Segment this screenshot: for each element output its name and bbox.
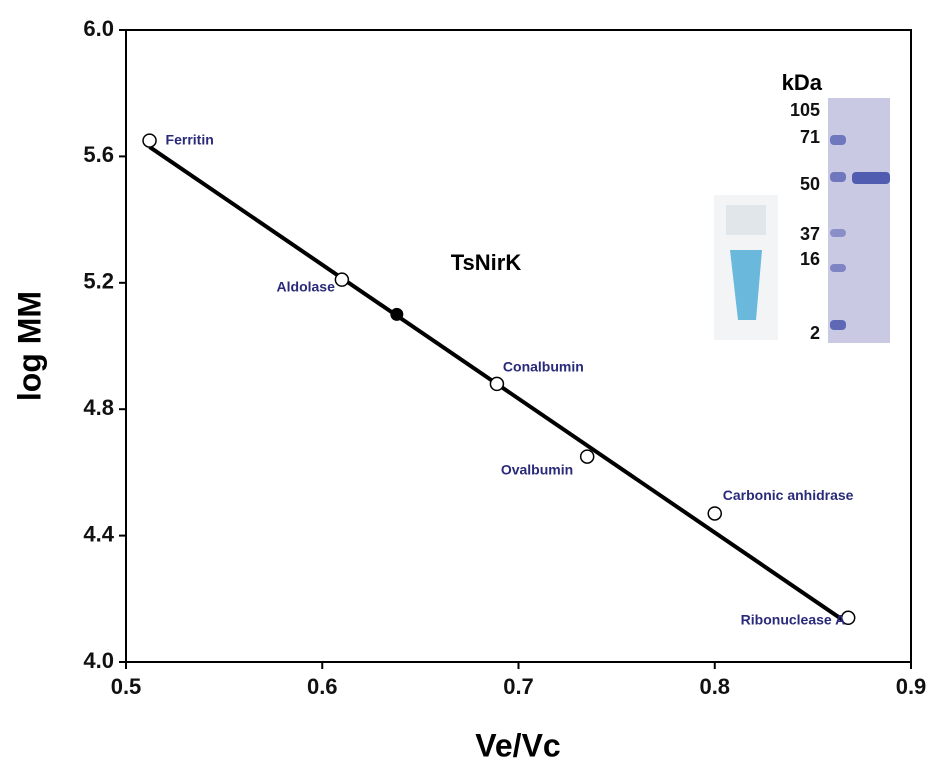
x-tick-label: 0.8 <box>699 674 730 699</box>
ladder-band <box>830 172 846 182</box>
standard-point <box>840 610 856 626</box>
y-tick-label: 4.4 <box>83 521 114 546</box>
y-tick-label: 6.0 <box>83 16 114 41</box>
standard-point <box>707 506 722 521</box>
gel-marker-label: 2 <box>810 323 820 343</box>
point-label: Ribonuclease A <box>741 611 846 627</box>
y-axis-label: log MM <box>11 291 47 401</box>
standard-point <box>142 133 157 148</box>
gel-band <box>852 172 890 184</box>
y-tick-label: 5.2 <box>83 269 114 294</box>
gel-marker-label: 50 <box>800 174 820 194</box>
sample-label: TsNirK <box>451 250 522 275</box>
point-label: Carbonic anhidrase <box>723 487 854 503</box>
standard-point <box>334 272 350 287</box>
gel-title: kDa <box>782 70 823 95</box>
y-tick-label: 4.0 <box>83 648 114 673</box>
ladder-band <box>830 264 846 272</box>
standard-point <box>489 376 505 392</box>
x-axis-label: Ve/Vc <box>475 727 560 763</box>
ladder-band <box>830 320 846 330</box>
gel-marker-label: 16 <box>800 249 820 269</box>
point-label: Ovalbumin <box>501 461 573 477</box>
gel-marker-label: 71 <box>800 127 820 147</box>
sample-point <box>390 307 404 321</box>
y-tick-label: 4.8 <box>83 395 114 420</box>
ladder-band <box>830 229 846 237</box>
gel <box>828 98 890 343</box>
standard-point <box>579 449 595 464</box>
point-label: Aldolase <box>277 278 336 294</box>
plot-frame <box>125 29 912 663</box>
gel-marker-label: 105 <box>790 100 820 120</box>
x-tick-label: 0.6 <box>307 674 338 699</box>
x-tick-label: 0.7 <box>503 674 534 699</box>
ladder-band <box>830 135 846 145</box>
x-tick-label: 0.5 <box>111 674 142 699</box>
gel-marker-label: 37 <box>800 224 820 244</box>
point-label: Ferritin <box>166 131 214 147</box>
y-tick-label: 5.6 <box>83 142 114 167</box>
x-tick-label: 0.9 <box>896 674 927 699</box>
point-label: Conalbumin <box>503 359 584 375</box>
gel-inset <box>714 98 890 343</box>
tube-cap <box>726 205 766 235</box>
tube-liquid <box>730 250 762 320</box>
